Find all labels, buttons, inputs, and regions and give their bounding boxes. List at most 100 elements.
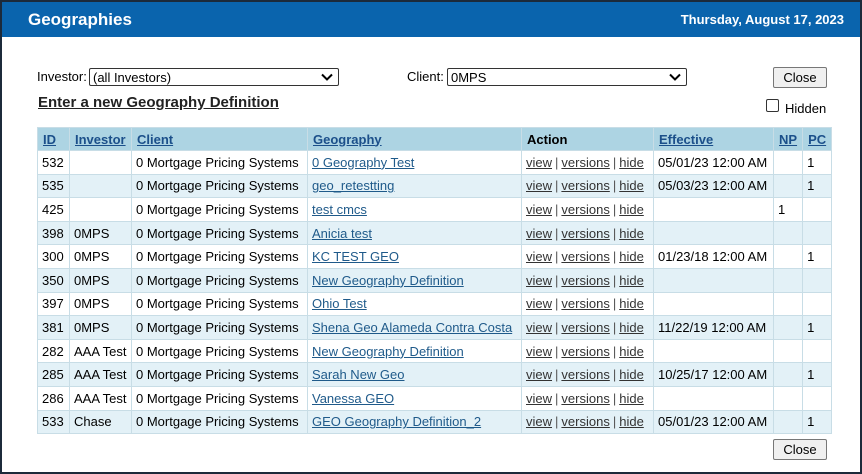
versions-link[interactable]: versions (561, 225, 610, 241)
hide-link[interactable]: hide (619, 201, 644, 217)
geography-link[interactable]: test cmcs (312, 201, 367, 217)
client-label: Client: (407, 69, 444, 84)
col-header-geography[interactable]: Geography (307, 127, 522, 151)
hide-link[interactable]: hide (619, 154, 644, 170)
geography-link[interactable]: 0 Geography Test (312, 154, 415, 170)
geography-link[interactable]: Anicia test (312, 225, 372, 241)
cell-pc (802, 291, 833, 317)
cell-np (772, 338, 804, 364)
hide-link[interactable]: hide (619, 390, 644, 406)
cell-effective: 05/01/23 12:00 AM (653, 409, 774, 435)
view-link[interactable]: view (526, 390, 553, 406)
close-button-bottom[interactable]: Close (773, 439, 827, 460)
hidden-checkbox[interactable] (766, 99, 779, 112)
cell-client: 0 Mortgage Pricing Systems (131, 409, 308, 435)
hide-link[interactable]: hide (619, 414, 644, 430)
versions-link[interactable]: versions (561, 319, 610, 335)
view-link[interactable]: view (526, 367, 553, 383)
cell-action: view | versions | hide (521, 291, 654, 317)
action-separator: | (612, 272, 617, 288)
cell-pc: 1 (802, 362, 833, 387)
cell-id: 398 (37, 220, 70, 246)
sort-investor-link[interactable]: Investor (75, 131, 126, 147)
hide-link[interactable]: hide (619, 178, 644, 194)
col-header-np[interactable]: NP (772, 127, 804, 151)
view-link[interactable]: view (526, 225, 553, 241)
versions-link[interactable]: versions (561, 272, 610, 288)
title-bar: Geographies Thursday, August 17, 2023 (2, 2, 860, 37)
col-header-pc[interactable]: PC (802, 127, 833, 151)
hide-link[interactable]: hide (619, 296, 644, 312)
investor-label: Investor: (37, 69, 87, 84)
action-separator: | (555, 390, 559, 406)
hide-link[interactable]: hide (619, 272, 644, 288)
sort-np-link[interactable]: NP (779, 131, 798, 147)
cell-geography: test cmcs (307, 197, 522, 222)
cell-client: 0 Mortgage Pricing Systems (131, 220, 308, 246)
geography-link[interactable]: GEO Geography Definition_2 (312, 414, 482, 430)
col-header-investor[interactable]: Investor (69, 127, 132, 151)
versions-link[interactable]: versions (561, 249, 610, 265)
geography-link[interactable]: Shena Geo Alameda Contra Costa (312, 319, 513, 335)
col-header-client[interactable]: Client (131, 127, 308, 151)
view-link[interactable]: view (526, 296, 553, 312)
versions-link[interactable]: versions (561, 367, 610, 383)
geography-link[interactable]: Sarah New Geo (312, 367, 405, 383)
versions-link[interactable]: versions (561, 343, 610, 359)
cell-investor: 0MPS (69, 291, 132, 317)
versions-link[interactable]: versions (561, 414, 610, 430)
cell-effective (653, 267, 774, 293)
cell-effective: 05/01/23 12:00 AM (653, 150, 774, 175)
new-geography-link[interactable]: Enter a new Geography Definition (38, 94, 279, 111)
versions-link[interactable]: versions (561, 178, 610, 194)
versions-link[interactable]: versions (561, 154, 610, 170)
geography-link[interactable]: New Geography Definition (312, 343, 464, 359)
view-link[interactable]: view (526, 201, 553, 217)
sort-client-link[interactable]: Client (137, 131, 174, 147)
cell-geography: KC TEST GEO (307, 244, 522, 269)
cell-geography: Sarah New Geo (307, 362, 522, 387)
hide-link[interactable]: hide (619, 225, 644, 241)
investor-select[interactable]: (all Investors) (89, 68, 339, 86)
sort-pc-link[interactable]: PC (808, 131, 827, 147)
cell-id: 532 (37, 150, 70, 175)
view-link[interactable]: view (526, 343, 553, 359)
cell-pc (802, 385, 833, 411)
hide-link[interactable]: hide (619, 343, 644, 359)
cell-geography: New Geography Definition (307, 338, 522, 364)
col-header-effective[interactable]: Effective (653, 127, 774, 151)
client-select[interactable]: 0MPS (447, 68, 687, 86)
chevron-down-icon (669, 73, 681, 81)
view-link[interactable]: view (526, 249, 553, 265)
geography-link[interactable]: geo_retestting (312, 178, 395, 194)
view-link[interactable]: view (526, 154, 553, 170)
col-header-id[interactable]: ID (37, 127, 70, 151)
view-link[interactable]: view (526, 319, 553, 335)
action-separator: | (612, 390, 617, 406)
table-row: 300 0MPS 0 Mortgage Pricing Systems KC TEST… (37, 244, 833, 269)
hide-link[interactable]: hide (619, 319, 644, 335)
versions-link[interactable]: versions (561, 296, 610, 312)
geography-link[interactable]: New Geography Definition (312, 272, 464, 288)
view-link[interactable]: view (526, 272, 553, 288)
cell-action: view | versions | hide (521, 315, 654, 340)
cell-action: view | versions | hide (521, 220, 654, 246)
geography-link[interactable]: Vanessa GEO (312, 390, 395, 406)
sort-geography-link[interactable]: Geography (313, 131, 382, 147)
versions-link[interactable]: versions (561, 201, 610, 217)
close-button-top[interactable]: Close (773, 67, 827, 88)
versions-link[interactable]: versions (561, 390, 610, 406)
view-link[interactable]: view (526, 178, 553, 194)
cell-effective (653, 385, 774, 411)
cell-effective: 01/23/18 12:00 AM (653, 244, 774, 269)
sort-id-link[interactable]: ID (43, 131, 56, 147)
hide-link[interactable]: hide (619, 249, 644, 265)
sort-effective-link[interactable]: Effective (659, 131, 714, 147)
geography-link[interactable]: KC TEST GEO (312, 249, 399, 265)
cell-action: view | versions | hide (521, 362, 654, 387)
geography-link[interactable]: Ohio Test (312, 296, 367, 312)
hide-link[interactable]: hide (619, 367, 644, 383)
cell-geography: Vanessa GEO (307, 385, 522, 411)
view-link[interactable]: view (526, 414, 553, 430)
